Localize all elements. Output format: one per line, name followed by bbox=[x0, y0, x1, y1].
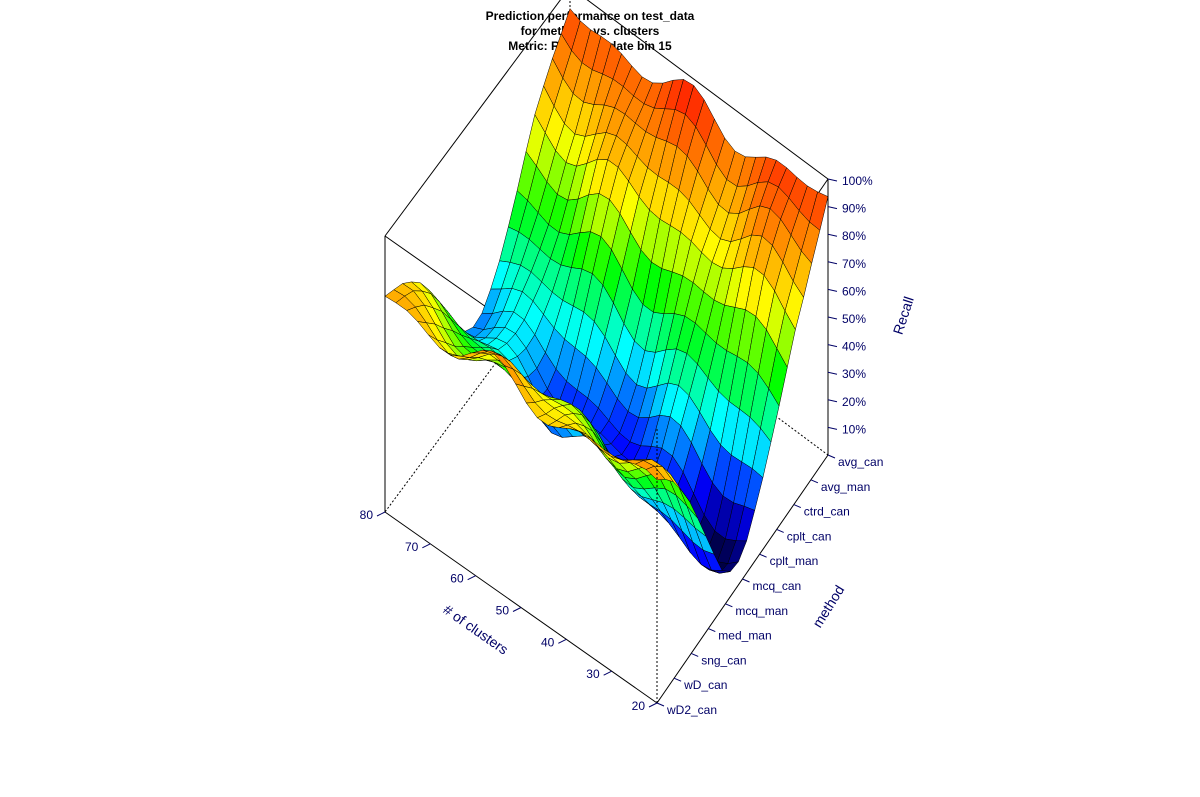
method-tick-label: mcq_can bbox=[753, 579, 802, 593]
cluster-tick-label: 70 bbox=[405, 540, 419, 554]
method-tick-mark bbox=[793, 504, 801, 509]
z-tick-label: 40% bbox=[842, 340, 866, 354]
method-tick-mark bbox=[691, 652, 699, 657]
method-tick-label: med_man bbox=[718, 629, 771, 643]
z-tick-mark bbox=[827, 261, 838, 265]
z-tick-mark bbox=[827, 233, 838, 237]
z-tick-label: 20% bbox=[842, 395, 866, 409]
cluster-tick-mark bbox=[648, 702, 658, 708]
method-tick-mark bbox=[742, 578, 750, 583]
method-tick-mark bbox=[725, 603, 733, 608]
cluster-tick-mark bbox=[422, 543, 431, 549]
method-tick-mark bbox=[759, 553, 767, 558]
method-tick-label: avg_can bbox=[838, 455, 883, 469]
surface-mesh bbox=[384, 8, 829, 574]
z-tick-mark bbox=[827, 178, 838, 182]
method-tick-label: avg_man bbox=[821, 480, 870, 494]
method-tick-label: cplt_can bbox=[787, 529, 832, 543]
cluster-tick-label: 50 bbox=[496, 604, 510, 618]
z-tick-label: 100% bbox=[842, 174, 873, 188]
method-tick-mark bbox=[810, 479, 819, 484]
z-tick-label: 80% bbox=[842, 229, 866, 243]
z-tick-mark bbox=[827, 371, 838, 375]
z-tick-label: 90% bbox=[842, 202, 866, 216]
method-tick-mark bbox=[708, 628, 716, 633]
z-tick-mark bbox=[827, 344, 838, 348]
box-top-edge bbox=[384, 0, 561, 237]
cluster-tick-label: 20 bbox=[632, 699, 646, 713]
z-tick-mark bbox=[827, 206, 838, 210]
method-tick-label: mcq_man bbox=[735, 604, 788, 618]
title-line-1: Prediction performance on test_data bbox=[486, 9, 695, 23]
cluster-tick-mark bbox=[512, 607, 522, 612]
cluster-tick-label: 30 bbox=[586, 667, 600, 681]
method-tick-label: sng_can bbox=[701, 653, 746, 667]
box-top-edge bbox=[586, 0, 829, 180]
z-tick-mark bbox=[827, 426, 838, 430]
cluster-tick-mark bbox=[558, 638, 567, 644]
cluster-tick-label: 80 bbox=[360, 508, 374, 522]
method-tick-mark bbox=[776, 528, 784, 533]
method-tick-mark bbox=[656, 702, 665, 707]
method-tick-label: wD_can bbox=[683, 678, 727, 692]
cluster-tick-mark bbox=[376, 511, 386, 517]
method-axis-label: method bbox=[809, 582, 847, 630]
z-tick-label: 70% bbox=[842, 257, 866, 271]
z-axis-label: Recall bbox=[890, 294, 917, 336]
cluster-tick-label: 60 bbox=[450, 572, 464, 586]
method-tick-mark bbox=[673, 677, 682, 682]
method-tick-label: cplt_man bbox=[770, 554, 819, 568]
cluster-tick-mark bbox=[603, 670, 612, 676]
cluster-tick-label: 40 bbox=[541, 635, 555, 649]
z-tick-label: 50% bbox=[842, 312, 866, 326]
z-tick-mark bbox=[827, 288, 838, 292]
method-tick-label: ctrd_can bbox=[804, 505, 850, 519]
z-tick-mark bbox=[827, 399, 838, 403]
cluster-tick-mark bbox=[467, 575, 476, 581]
z-tick-mark bbox=[827, 316, 838, 320]
surface-facet bbox=[645, 465, 666, 481]
z-tick-label: 60% bbox=[842, 284, 866, 298]
method-tick-mark bbox=[827, 454, 836, 459]
z-tick-label: 10% bbox=[842, 422, 866, 436]
z-tick-label: 30% bbox=[842, 367, 866, 381]
method-tick-label: wD2_can bbox=[666, 703, 717, 717]
